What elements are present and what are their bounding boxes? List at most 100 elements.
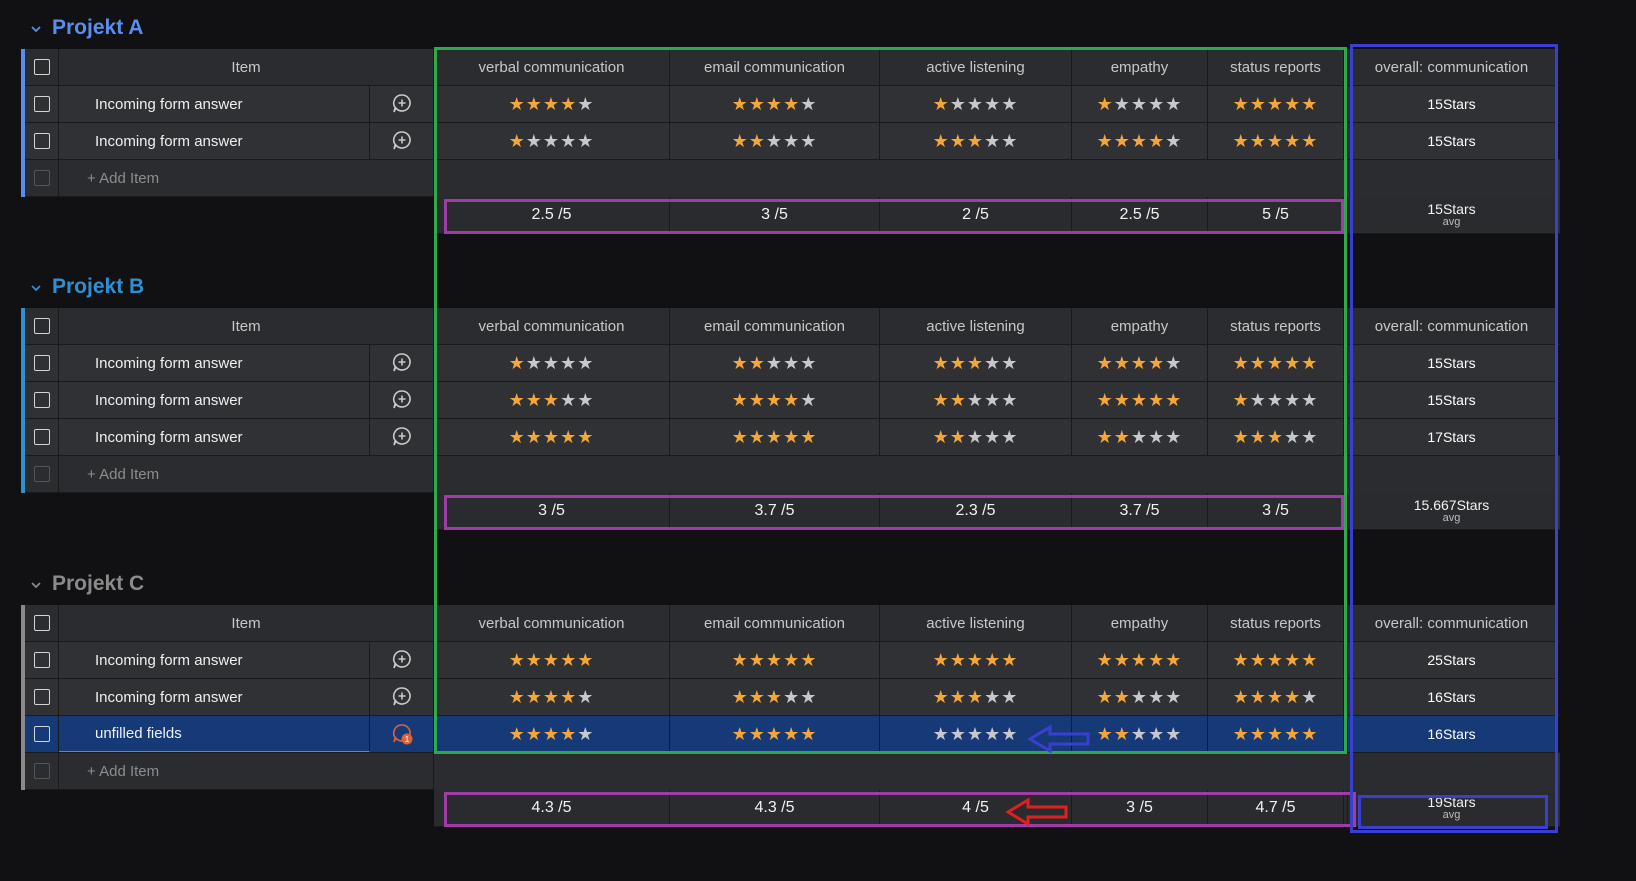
star-filled-icon[interactable]: ★ (731, 686, 749, 707)
star-empty-icon[interactable]: ★ (577, 130, 595, 151)
star-filled-icon[interactable]: ★ (984, 649, 1002, 670)
star-filled-icon[interactable]: ★ (800, 426, 818, 447)
rating-cell[interactable]: ★ ★ ★ ★ ★ (880, 642, 1072, 678)
updates-cell[interactable] (370, 382, 434, 418)
column-header-rating[interactable]: active listening (880, 49, 1072, 85)
column-header-rating[interactable]: email communication (670, 49, 880, 85)
column-header-rating[interactable]: empathy (1072, 308, 1208, 344)
row-checkbox[interactable] (33, 726, 50, 742)
star-empty-icon[interactable]: ★ (1113, 93, 1131, 114)
star-filled-icon[interactable]: ★ (1249, 93, 1267, 114)
star-filled-icon[interactable]: ★ (508, 352, 526, 373)
star-filled-icon[interactable]: ★ (508, 426, 526, 447)
star-filled-icon[interactable]: ★ (765, 426, 784, 447)
star-empty-icon[interactable]: ★ (984, 686, 1002, 707)
star-filled-icon[interactable]: ★ (932, 389, 950, 410)
star-empty-icon[interactable]: ★ (1266, 389, 1285, 410)
group-collapse[interactable] (30, 578, 42, 590)
star-filled-icon[interactable]: ★ (542, 723, 561, 744)
star-filled-icon[interactable]: ★ (1249, 649, 1267, 670)
star-empty-icon[interactable]: ★ (800, 93, 818, 114)
star-filled-icon[interactable]: ★ (542, 389, 561, 410)
star-filled-icon[interactable]: ★ (1266, 723, 1285, 744)
star-empty-icon[interactable]: ★ (984, 130, 1002, 151)
rating-cell[interactable]: ★ ★ ★ ★ ★ (880, 86, 1072, 122)
rating-cell[interactable]: ★ ★ ★ ★ ★ (1208, 345, 1344, 381)
star-empty-icon[interactable]: ★ (783, 130, 801, 151)
star-filled-icon[interactable]: ★ (1096, 130, 1114, 151)
star-empty-icon[interactable]: ★ (1165, 426, 1183, 447)
rating-cell[interactable]: ★ ★ ★ ★ ★ (670, 123, 880, 159)
star-empty-icon[interactable]: ★ (765, 352, 784, 373)
star-filled-icon[interactable]: ★ (765, 389, 784, 410)
star-filled-icon[interactable]: ★ (932, 130, 950, 151)
select-all-checkbox[interactable] (33, 318, 50, 334)
star-filled-icon[interactable]: ★ (1266, 649, 1285, 670)
star-filled-icon[interactable]: ★ (932, 686, 950, 707)
rating-cell[interactable]: ★ ★ ★ ★ ★ (434, 419, 670, 455)
chevron-down-icon[interactable] (30, 23, 42, 35)
add-update-icon[interactable] (390, 685, 414, 709)
star-filled-icon[interactable]: ★ (508, 686, 526, 707)
star-filled-icon[interactable]: ★ (748, 686, 766, 707)
star-filled-icon[interactable]: ★ (1001, 649, 1019, 670)
star-empty-icon[interactable]: ★ (560, 352, 578, 373)
star-filled-icon[interactable]: ★ (1284, 686, 1302, 707)
rating-cell[interactable]: ★ ★ ★ ★ ★ (434, 382, 670, 418)
star-filled-icon[interactable]: ★ (783, 389, 801, 410)
star-filled-icon[interactable]: ★ (1232, 649, 1250, 670)
star-filled-icon[interactable]: ★ (1096, 649, 1114, 670)
star-filled-icon[interactable]: ★ (542, 426, 561, 447)
group-header[interactable]: Projekt C (30, 566, 144, 602)
column-header-rating[interactable]: active listening (880, 605, 1072, 641)
star-filled-icon[interactable]: ★ (542, 686, 561, 707)
star-filled-icon[interactable]: ★ (1096, 723, 1114, 744)
star-filled-icon[interactable]: ★ (508, 649, 526, 670)
star-filled-icon[interactable]: ★ (949, 352, 967, 373)
star-empty-icon[interactable]: ★ (560, 130, 578, 151)
star-filled-icon[interactable]: ★ (800, 649, 818, 670)
star-filled-icon[interactable]: ★ (542, 649, 561, 670)
star-filled-icon[interactable]: ★ (1284, 649, 1302, 670)
rating-cell[interactable]: ★ ★ ★ ★ ★ (1072, 679, 1208, 715)
star-empty-icon[interactable]: ★ (1001, 389, 1019, 410)
row-checkbox-cell[interactable] (25, 382, 59, 418)
star-filled-icon[interactable]: ★ (966, 686, 985, 707)
row-checkbox-cell[interactable] (25, 123, 59, 159)
star-filled-icon[interactable]: ★ (949, 130, 967, 151)
item-name[interactable]: Incoming form answer (59, 642, 370, 678)
rating-cell[interactable]: ★ ★ ★ ★ ★ (1072, 642, 1208, 678)
column-header-rating[interactable]: status reports (1208, 605, 1344, 641)
rating-cell[interactable]: ★ ★ ★ ★ ★ (880, 382, 1072, 418)
star-filled-icon[interactable]: ★ (932, 93, 950, 114)
star-filled-icon[interactable]: ★ (1232, 723, 1250, 744)
column-header-rating[interactable]: email communication (670, 308, 880, 344)
star-filled-icon[interactable]: ★ (1284, 352, 1302, 373)
rating-cell[interactable]: ★ ★ ★ ★ ★ (434, 679, 670, 715)
star-filled-icon[interactable]: ★ (731, 93, 749, 114)
star-filled-icon[interactable]: ★ (1232, 93, 1250, 114)
star-filled-icon[interactable]: ★ (783, 723, 801, 744)
star-empty-icon[interactable]: ★ (577, 93, 595, 114)
select-all-checkbox[interactable] (33, 615, 50, 631)
rating-cell[interactable]: ★ ★ ★ ★ ★ (1208, 86, 1344, 122)
star-filled-icon[interactable]: ★ (966, 649, 985, 670)
item-name[interactable]: unfilled fields (59, 716, 370, 752)
rating-cell[interactable]: ★ ★ ★ ★ ★ (880, 123, 1072, 159)
select-all-cell[interactable] (25, 605, 59, 641)
star-filled-icon[interactable]: ★ (542, 93, 561, 114)
star-filled-icon[interactable]: ★ (1096, 352, 1114, 373)
group-collapse[interactable] (30, 281, 42, 293)
star-filled-icon[interactable]: ★ (1148, 649, 1166, 670)
select-all-cell[interactable] (25, 308, 59, 344)
rating-cell[interactable]: ★ ★ ★ ★ ★ (670, 679, 880, 715)
star-empty-icon[interactable]: ★ (1165, 130, 1183, 151)
star-empty-icon[interactable]: ★ (800, 130, 818, 151)
select-all-cell[interactable] (25, 49, 59, 85)
star-filled-icon[interactable]: ★ (1266, 426, 1285, 447)
star-empty-icon[interactable]: ★ (949, 723, 967, 744)
star-filled-icon[interactable]: ★ (731, 389, 749, 410)
star-filled-icon[interactable]: ★ (1249, 352, 1267, 373)
add-update-icon[interactable] (390, 129, 414, 153)
star-filled-icon[interactable]: ★ (1232, 389, 1250, 410)
